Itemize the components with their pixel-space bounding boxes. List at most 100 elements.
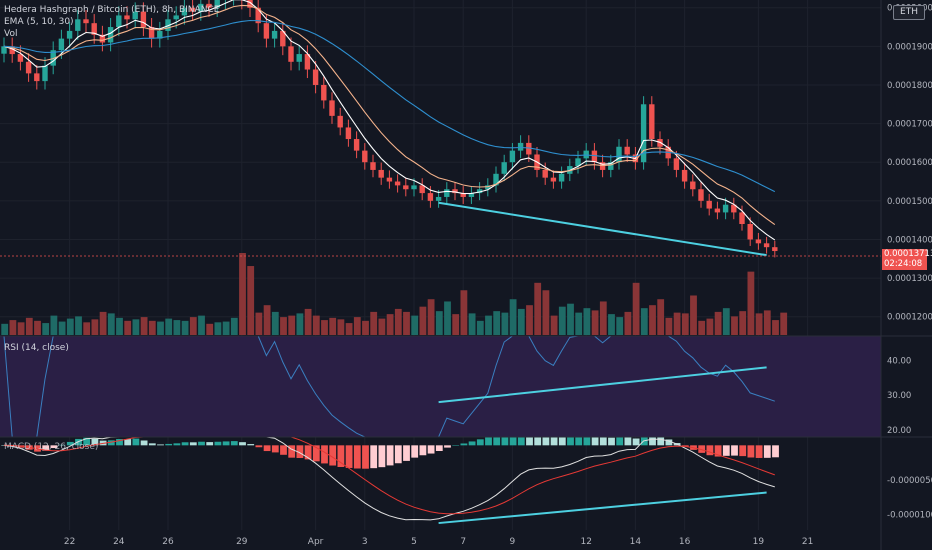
- volume-bar: [321, 320, 328, 335]
- candle-body: [247, 0, 253, 8]
- candle-body: [34, 73, 40, 82]
- volume-bar: [304, 308, 312, 335]
- volume-bar: [501, 312, 509, 335]
- candle-body: [17, 54, 24, 62]
- time-tick-label: 12: [580, 537, 591, 547]
- volume-bar: [640, 308, 648, 335]
- volume-bar: [91, 319, 99, 335]
- candle-body: [132, 11, 138, 20]
- candle-body: [116, 15, 122, 28]
- candle-body: [731, 204, 737, 213]
- volume-bar: [550, 315, 558, 335]
- volume-bar: [460, 290, 468, 335]
- candle-body: [542, 169, 548, 178]
- volume-bar: [632, 282, 640, 335]
- volume-bar: [714, 311, 722, 335]
- candle-body: [427, 193, 434, 201]
- volume-bar: [763, 310, 771, 335]
- volume-bar: [353, 317, 361, 335]
- macd-tick-label: -0.00001000: [887, 511, 932, 521]
- volume-bar: [526, 305, 533, 335]
- candle-body: [345, 127, 352, 140]
- macd-histogram-bar: [288, 445, 296, 458]
- macd-histogram-bar: [394, 445, 402, 464]
- volume-bar: [608, 314, 615, 335]
- macd-histogram-bar: [214, 441, 222, 446]
- vol-legend[interactable]: Vol: [4, 29, 18, 39]
- macd-histogram-bar: [722, 445, 730, 456]
- volume-bar: [509, 299, 517, 335]
- time-axis[interactable]: 22 24 26 29 Apr 3 5 7 9 12 14 16 19 21: [64, 537, 813, 547]
- macd-legend[interactable]: MACD (12, 26, close): [4, 442, 99, 452]
- volume-bar: [75, 316, 82, 335]
- time-tick-label: 26: [162, 537, 174, 547]
- volume-bar: [288, 315, 296, 335]
- volume-bar: [148, 320, 156, 335]
- volume-bar: [435, 311, 443, 335]
- candle-body: [148, 27, 155, 39]
- volume-bar: [173, 320, 181, 335]
- macd-histogram-bar: [747, 445, 755, 458]
- rsi-band: [0, 336, 881, 437]
- rsi-legend[interactable]: RSI (14, close): [4, 343, 69, 353]
- candle-body: [476, 189, 483, 194]
- macd-histogram-bar: [181, 442, 189, 446]
- candle-body: [509, 150, 516, 163]
- volume-bar: [747, 271, 755, 335]
- candle-body: [99, 34, 106, 43]
- time-tick-label: 21: [802, 537, 813, 547]
- last-price-tag: 0.00013713 02:24:08: [882, 249, 932, 270]
- ema-legend[interactable]: EMA (5, 10, 30): [4, 17, 74, 27]
- candle-body: [411, 185, 417, 190]
- candle-body: [1, 46, 7, 54]
- volume-bar: [706, 318, 714, 335]
- candle-body: [739, 212, 745, 224]
- candle-body: [460, 193, 466, 197]
- macd-histogram-bar: [649, 437, 656, 446]
- macd-histogram-bar: [714, 445, 722, 457]
- countdown-timer: 02:24:08: [884, 259, 923, 269]
- price-trendline: [438, 201, 767, 257]
- volume-bar: [271, 311, 279, 335]
- time-tick-label: 9: [510, 537, 516, 547]
- macd-histogram-bar: [91, 438, 99, 446]
- symbol-title[interactable]: Hedera Hashgraph / Bitcoin (ETH), 8h, BI…: [4, 5, 220, 15]
- macd-histogram-bar: [58, 444, 66, 446]
- volume-bar: [1, 323, 9, 335]
- macd-histogram-bar: [575, 437, 583, 446]
- volume-bar: [189, 317, 197, 335]
- macd-histogram-bar: [247, 444, 255, 446]
- currency-badge[interactable]: ETH: [893, 5, 925, 20]
- macd-histogram-bar: [583, 437, 591, 446]
- candle-body: [173, 15, 179, 20]
- macd-trendline: [438, 491, 767, 525]
- volume-bar: [378, 318, 386, 335]
- candle-body: [690, 181, 696, 190]
- macd-histogram-bar: [476, 439, 484, 446]
- volume-bar: [575, 312, 583, 335]
- volume-bar: [476, 320, 484, 335]
- time-tick-label: 7: [460, 537, 466, 547]
- volume-bar: [214, 322, 222, 335]
- macd-histogram-bar: [427, 445, 435, 454]
- volume-bar: [698, 320, 706, 335]
- candle-body: [485, 185, 491, 190]
- volume-bar: [681, 313, 689, 335]
- candle-body: [189, 7, 196, 12]
- candle-body: [353, 139, 360, 151]
- volume-bar: [444, 301, 451, 335]
- candle-body: [329, 100, 335, 116]
- candle-body: [271, 30, 278, 39]
- candle-body: [157, 30, 163, 39]
- macd-histogram-bar: [444, 445, 451, 448]
- macd-histogram-bar: [189, 442, 197, 446]
- candle-body: [198, 3, 204, 12]
- macd-histogram-bar: [542, 437, 550, 446]
- macd-histogram-bar: [386, 445, 394, 466]
- macd-histogram-bar: [755, 445, 763, 458]
